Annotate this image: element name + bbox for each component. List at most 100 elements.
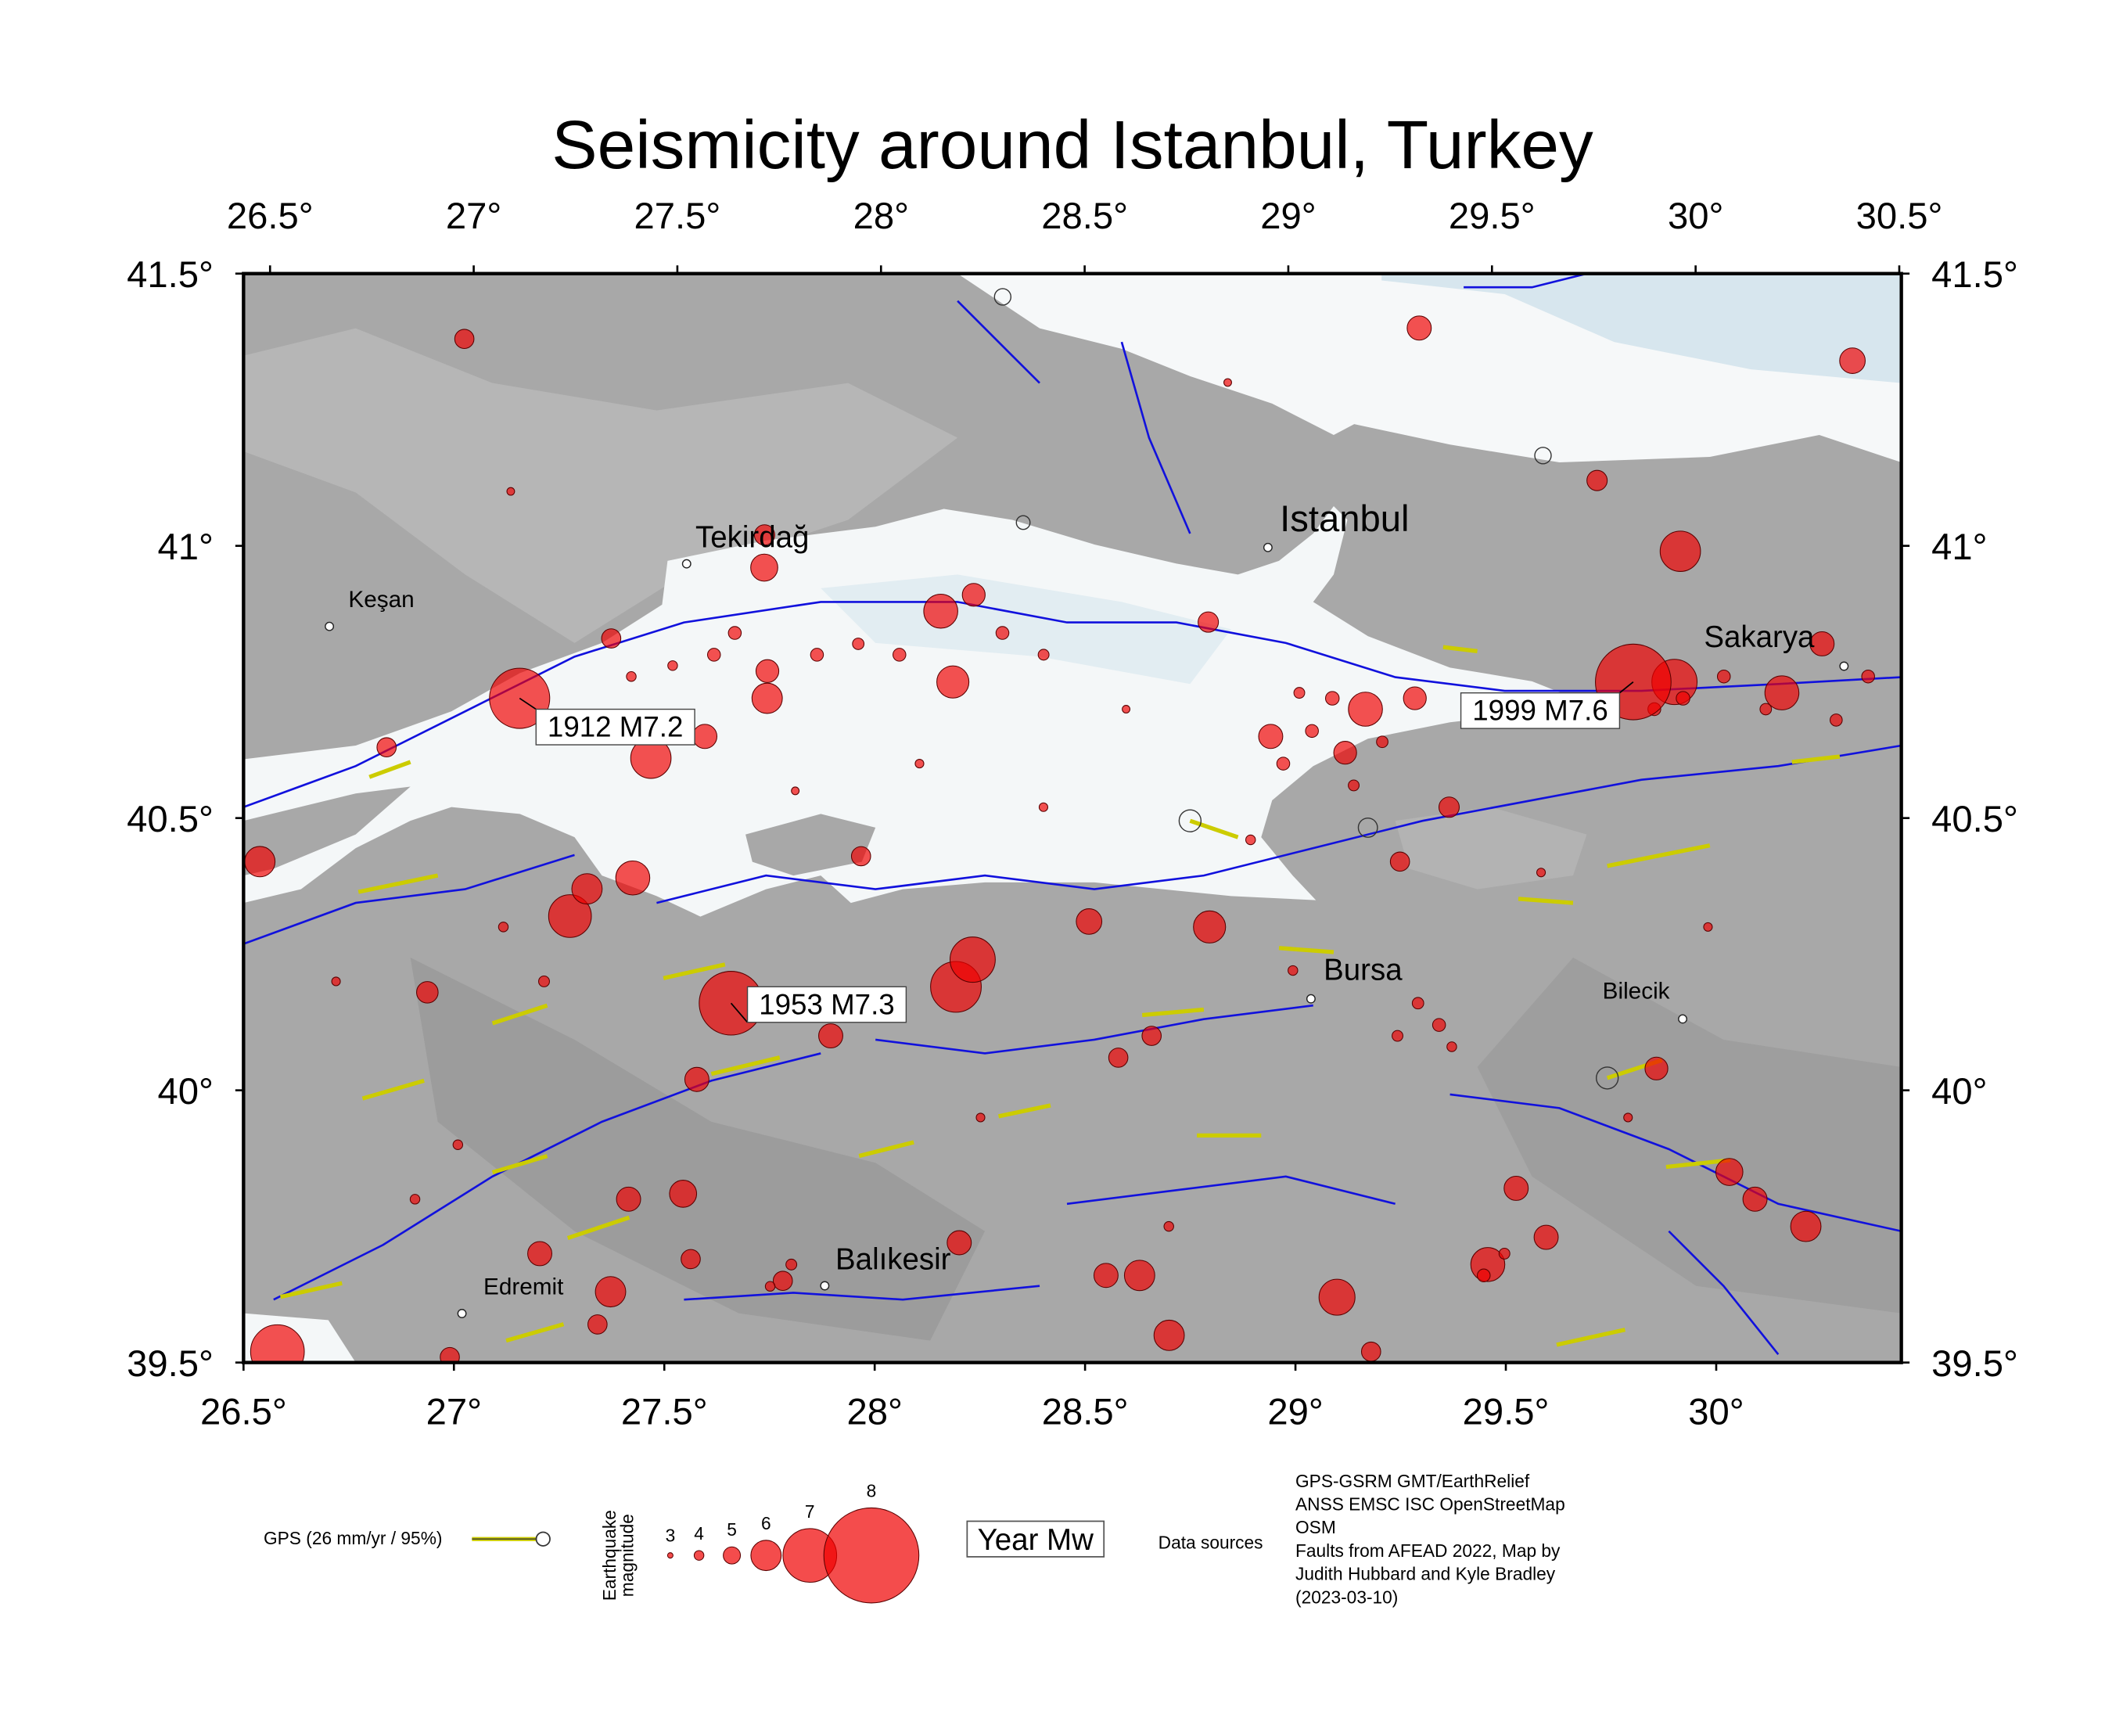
data-source-line: ANSS EMSC ISC OpenStreetMap (1295, 1493, 1565, 1514)
earthquake (1861, 669, 1875, 684)
lat-tick-label: 39.5° (1931, 1343, 2018, 1385)
earthquake (571, 873, 603, 905)
earthquake (626, 671, 637, 682)
earthquake (376, 737, 397, 758)
magnitude-legend-title: magnitude (617, 1514, 638, 1597)
lon-tick-label: 29° (1260, 196, 1316, 237)
gps-ellipse (993, 288, 1012, 306)
places: Tekirdağ Keşan Istanbul Sakarya Bursa Bilecik… (325, 498, 1849, 1318)
fault (656, 744, 1902, 904)
earthquake (1503, 1175, 1529, 1201)
land-shade (410, 958, 986, 1341)
magnitude-legend-circle (750, 1540, 782, 1572)
earthquake (751, 682, 783, 714)
earthquake (1318, 1278, 1356, 1316)
data-source-line: Judith Hubbard and Kyle Bradley (1295, 1564, 1556, 1584)
earthquake (669, 1180, 698, 1208)
place-marker (820, 1281, 830, 1291)
earthquake (1406, 315, 1432, 341)
gps-ellipse (1357, 817, 1378, 838)
earthquake (1392, 1030, 1403, 1042)
earthquake (791, 786, 800, 796)
earthquake (1790, 1210, 1822, 1242)
gallipoli (243, 786, 411, 876)
earthquake (1659, 530, 1701, 572)
earthquake (452, 1139, 464, 1150)
earthquake (1644, 1056, 1669, 1080)
earthquake (1123, 1260, 1155, 1292)
earthquake (1258, 724, 1284, 749)
earthquake (1223, 378, 1232, 387)
earthquake (1348, 692, 1383, 727)
earthquake (727, 626, 742, 640)
earthquake (1498, 1247, 1511, 1260)
earthquake (1093, 1263, 1119, 1289)
magnitude-legend-circle (823, 1507, 920, 1604)
earthquake (1305, 724, 1319, 739)
lon-tick-label: 29.5° (1449, 196, 1536, 237)
earthquake (1163, 1220, 1174, 1232)
lat-tick-label: 41.5° (1931, 254, 2018, 296)
earthquake (1276, 757, 1291, 771)
lon-tick-label: 27.5° (621, 1391, 708, 1432)
earthquake (772, 1271, 793, 1292)
earthquake (409, 1194, 421, 1205)
gps-arrow (491, 1154, 548, 1175)
lon-tick-label: 28° (853, 196, 909, 237)
fault (1464, 273, 1587, 289)
earthquake (914, 759, 925, 769)
earthquake (1333, 741, 1357, 765)
earthquake (753, 524, 775, 546)
fault (1066, 1175, 1396, 1206)
earthquake (852, 638, 865, 650)
gps-ellipse (1534, 447, 1552, 465)
earthquake (818, 1023, 843, 1049)
gps-arrow (1518, 897, 1574, 905)
earthquake (1623, 1112, 1633, 1123)
magnitude-legend-circle (723, 1546, 742, 1565)
earthquake (1376, 735, 1388, 749)
magnitude-legend-label: 8 (867, 1480, 877, 1501)
gps-ellipse (1178, 809, 1202, 832)
gps-arrow (1442, 645, 1478, 653)
place-marker (1263, 542, 1273, 552)
earthquake (1446, 1041, 1457, 1052)
place-label: Sakarya (1704, 620, 1815, 654)
title: Seismicity around Istanbul, Turkey (551, 106, 1593, 183)
lon-tick-label: 28.5° (1041, 196, 1128, 237)
gps-arrow (1189, 818, 1239, 839)
data-source-line: GPS-GSRM GMT/EarthRelief (1295, 1471, 1530, 1491)
event-label: 1999 M7.6 (1472, 695, 1608, 727)
earthquake (1293, 687, 1306, 699)
gps-vectors (279, 288, 1841, 1347)
earthquake (1715, 1158, 1744, 1186)
fault (875, 1004, 1313, 1055)
gps-arrow (1791, 754, 1841, 764)
fault (243, 854, 575, 945)
label-key: Year Mw (978, 1523, 1094, 1557)
event-leader (519, 697, 537, 710)
magnitude-legend-label: 7 (805, 1501, 815, 1522)
earthquake (1411, 997, 1424, 1010)
data-source-line: OSM (1295, 1517, 1336, 1537)
gps-arrow (505, 1322, 565, 1343)
lon-tick-label: 30° (1668, 196, 1723, 237)
fault (1120, 341, 1191, 534)
event-label-box (746, 986, 907, 1023)
magnitude-legend-label: 6 (761, 1513, 771, 1533)
lat-tick-label: 41.5° (127, 254, 214, 296)
earthquake (995, 626, 1010, 640)
fault (1668, 1230, 1780, 1355)
earthquake (1325, 691, 1340, 706)
earthquake (1536, 868, 1546, 878)
earthquake (706, 648, 721, 662)
earthquake (1477, 1268, 1491, 1283)
earthquake (692, 724, 718, 749)
earthquake (1438, 796, 1460, 818)
gps-arrow (566, 1215, 630, 1240)
lat-tick-label: 40° (157, 1071, 213, 1112)
place-label: Keşan (348, 587, 414, 613)
earthquake (1586, 469, 1608, 491)
data-sources-title: Data sources (1158, 1532, 1263, 1552)
